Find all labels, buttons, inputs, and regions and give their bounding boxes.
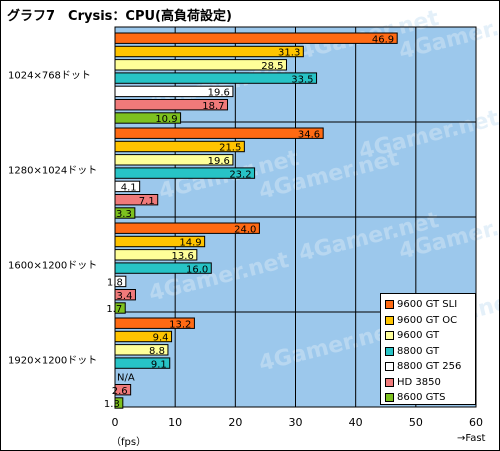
- category-label: 1600×1200ドット: [8, 261, 97, 272]
- bar: [114, 262, 212, 274]
- legend-swatch: [385, 377, 394, 387]
- legend-item: 8800 GT: [385, 344, 475, 360]
- x-tick-label: 20: [228, 416, 242, 429]
- bar-value-label: 24.0: [234, 224, 256, 235]
- bar: [114, 72, 318, 84]
- legend-item: 9600 GT: [385, 328, 475, 344]
- bar: [114, 207, 136, 219]
- bar-value-label: 33.5: [291, 74, 313, 85]
- bar-value-label: 34.6: [298, 129, 320, 140]
- bar: [114, 249, 198, 261]
- bar-value-label: 19.6: [208, 88, 230, 99]
- bar: [114, 140, 245, 153]
- x-axis-unit-label: （fps）: [111, 437, 147, 448]
- bar-value-label: 18.7: [202, 101, 224, 112]
- bar: [114, 167, 256, 179]
- legend-swatch: [385, 315, 394, 325]
- x-tick-label: 0: [112, 416, 119, 429]
- bar-value-label: 9.4: [153, 333, 169, 344]
- legend-label: 8800 GT 256: [397, 361, 462, 373]
- bar-value-label: 9.1: [151, 359, 167, 370]
- legend: 9600 GT SLI 9600 GT OC 9600 GT 8800 GT 8800 …: [380, 293, 476, 405]
- bar-value-label: 28.5: [261, 61, 283, 72]
- bar-value-label: N/A: [117, 373, 135, 384]
- bar-value-label: 2.6: [112, 386, 128, 397]
- x-tick-label: 50: [409, 416, 423, 429]
- bar-value-label: 1.3: [104, 399, 120, 410]
- bar: [114, 45, 304, 58]
- bar-value-label: 31.3: [278, 48, 300, 59]
- legend-item: 8600 GTS: [385, 390, 475, 406]
- bar-value-label: 23.2: [229, 169, 251, 180]
- legend-label: 8800 GT: [397, 345, 440, 357]
- category-label: 1024×768ドット: [8, 71, 91, 82]
- bar-value-label: 10.9: [155, 114, 177, 125]
- bar: [114, 344, 169, 356]
- bar-value-label: 3.3: [116, 209, 132, 220]
- bar-value-label: 14.9: [179, 238, 201, 249]
- legend-item: 9600 GT SLI: [385, 297, 475, 313]
- bar-value-label: 8.8: [149, 346, 165, 357]
- bar: [114, 32, 398, 44]
- bar-value-label: 13.6: [172, 251, 194, 262]
- legend-label: 8600 GTS: [397, 392, 446, 404]
- bar: [114, 154, 234, 166]
- category-label: 1280×1024ドット: [8, 166, 97, 177]
- bar-value-label: 19.6: [208, 156, 230, 167]
- legend-item: 9600 GT OC: [385, 313, 475, 329]
- bar-value-label: 7.1: [139, 196, 155, 207]
- legend-item: HD 3850: [385, 375, 475, 391]
- bar-value-label: 46.9: [372, 34, 394, 45]
- category-label: 1920×1200ドット: [8, 356, 97, 367]
- bar: [114, 222, 260, 234]
- bar-value-label: 16.0: [186, 264, 208, 275]
- legend-swatch: [385, 300, 394, 310]
- legend-swatch: [385, 331, 394, 341]
- bar: [114, 289, 136, 301]
- fast-direction-label: →Fast: [457, 433, 486, 444]
- bar: [114, 302, 126, 314]
- bar-value-label: 1.8: [107, 278, 123, 289]
- x-tick-label: 60: [469, 416, 483, 429]
- bar: [114, 275, 127, 288]
- bar-value-label: 4.1: [121, 183, 137, 194]
- bar-value-label: 3.4: [117, 291, 133, 302]
- legend-swatch: [385, 346, 394, 356]
- legend-label: HD 3850: [397, 376, 441, 388]
- legend-label: 9600 GT SLI: [397, 299, 458, 311]
- bar: [114, 194, 159, 206]
- bar: [114, 127, 324, 139]
- legend-label: 9600 GT: [397, 330, 440, 342]
- bar: [114, 180, 141, 193]
- x-tick-label: 30: [289, 416, 303, 429]
- bar: [114, 330, 173, 343]
- legend-swatch: [385, 362, 394, 372]
- bar: [114, 384, 132, 396]
- bar: [114, 397, 124, 409]
- legend-label: 9600 GT OC: [397, 314, 458, 326]
- bar-value-label: 13.2: [169, 319, 191, 330]
- bar: [114, 317, 195, 329]
- chart-title: グラフ7 Crysis：CPU(高負荷設定): [7, 9, 232, 24]
- bar: [114, 85, 234, 98]
- bar: [114, 99, 229, 111]
- bar-value-label: 21.5: [219, 143, 241, 154]
- x-tick-label: 40: [349, 416, 363, 429]
- bar: [114, 235, 206, 248]
- legend-swatch: [385, 393, 394, 403]
- bar: [114, 357, 171, 369]
- bar-value-label: 1.7: [106, 304, 122, 315]
- legend-item: 8800 GT 256: [385, 359, 475, 375]
- bar: [114, 112, 182, 124]
- bar: [114, 59, 287, 71]
- x-tick-label: 10: [168, 416, 182, 429]
